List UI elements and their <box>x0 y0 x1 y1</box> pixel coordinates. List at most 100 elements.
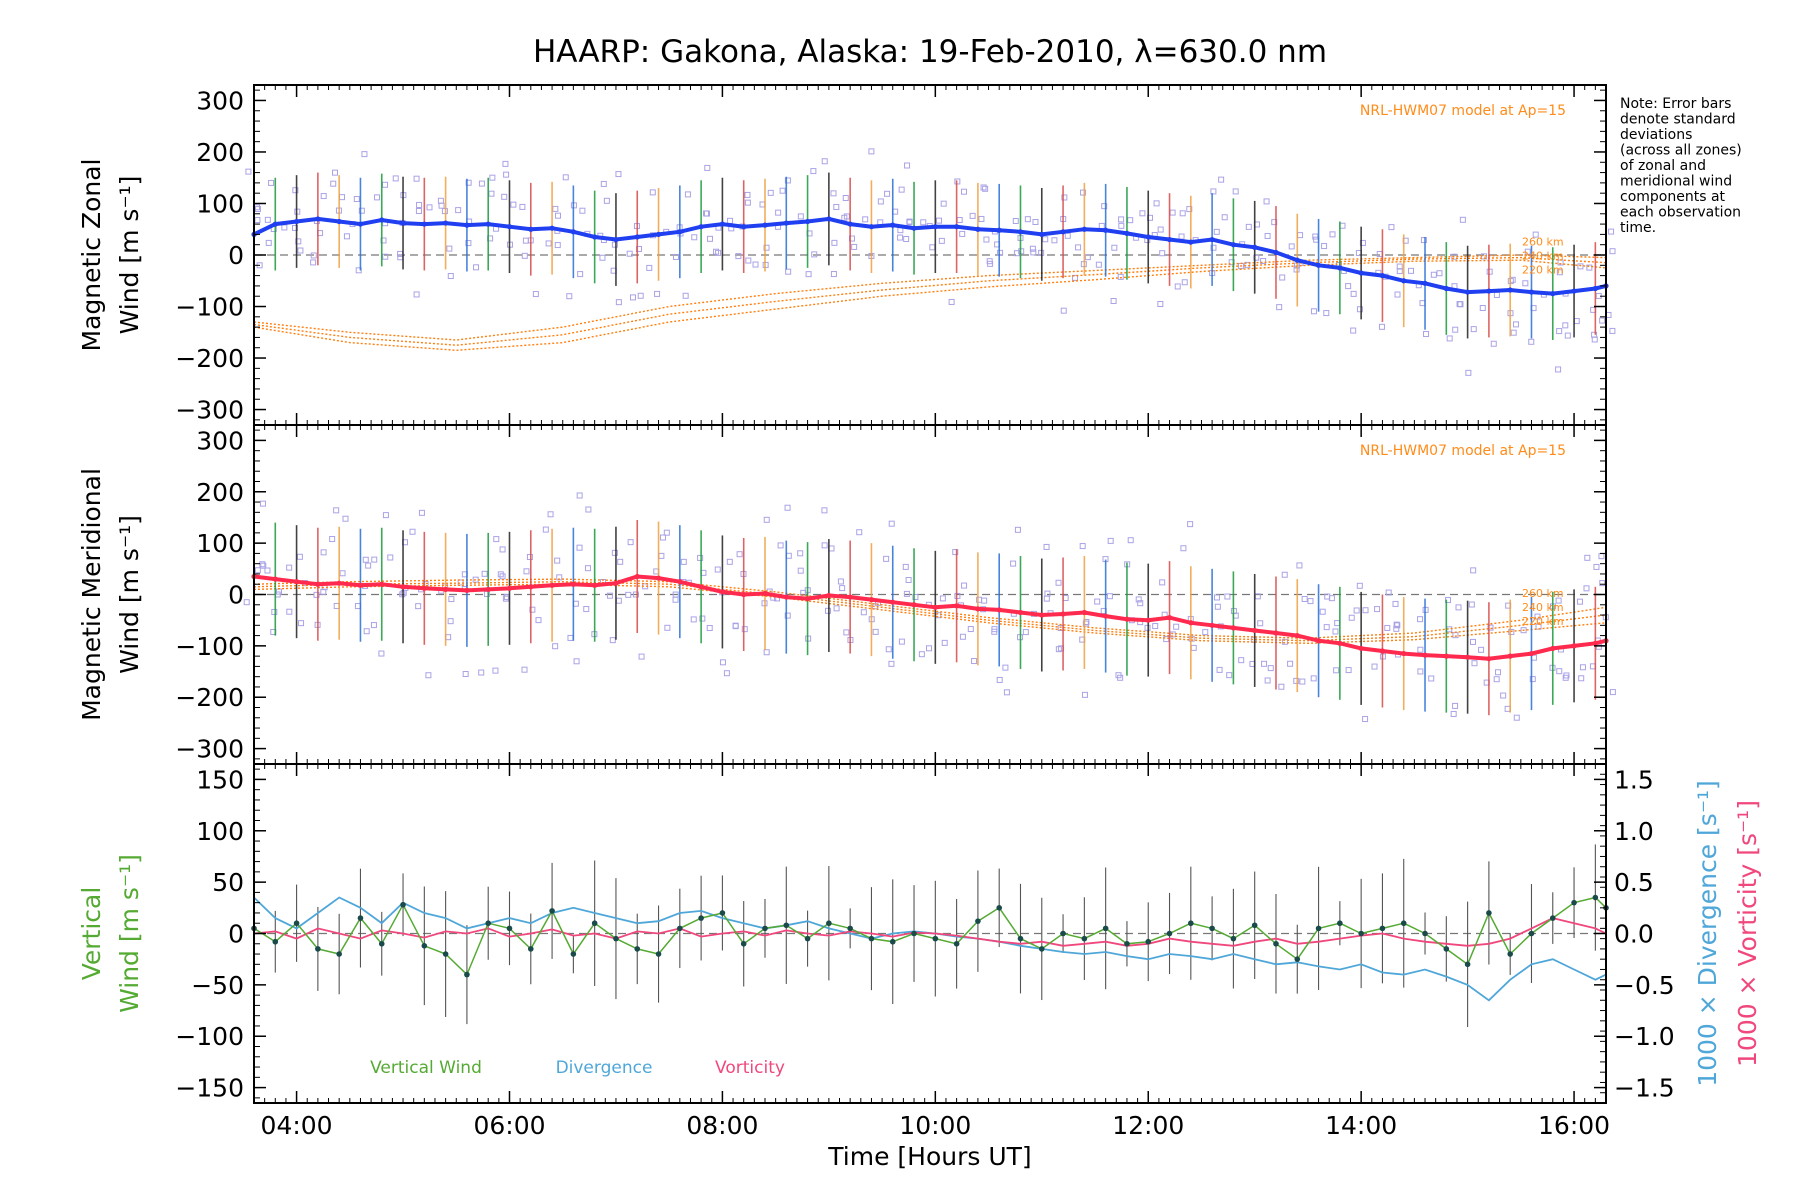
scatter-point <box>1072 274 1079 281</box>
scatter-point <box>521 666 528 673</box>
scatter-point <box>987 260 994 267</box>
vertical-wind-point <box>1528 930 1535 937</box>
scatter-point <box>805 271 812 278</box>
scatter-point <box>1127 217 1134 224</box>
mean-point <box>1315 638 1322 644</box>
y-tick-label: −100 <box>175 293 244 322</box>
plot-frame <box>253 763 1607 1104</box>
scatter-point <box>1213 594 1220 601</box>
scatter-point <box>1029 245 1036 252</box>
mean-point <box>1486 656 1492 662</box>
scatter-point <box>492 667 499 674</box>
scatter-point <box>830 190 837 197</box>
y2-tick-label: 0.0 <box>1614 920 1654 949</box>
mean-point <box>570 581 576 587</box>
scatter-point <box>1110 298 1117 305</box>
scatter-point <box>462 671 469 678</box>
mean-point <box>357 221 364 227</box>
scatter-point <box>1417 668 1424 675</box>
scatter-point <box>1396 268 1403 275</box>
scatter-point <box>1055 579 1062 586</box>
scatter-point <box>542 526 549 533</box>
note-line: time. <box>1620 220 1656 236</box>
scatter-point <box>797 567 804 574</box>
scatter-point <box>877 198 884 205</box>
mean-point <box>677 229 683 235</box>
scatter-point <box>416 201 423 208</box>
scatter-point <box>981 597 988 604</box>
scatter-point <box>1224 593 1231 600</box>
scatter-point <box>1319 608 1326 615</box>
scatter-point <box>905 577 912 584</box>
mean-point <box>613 580 619 586</box>
vertical-wind-point <box>1549 915 1556 921</box>
scatter-point <box>333 507 340 514</box>
mean-point <box>741 591 747 598</box>
mean-point <box>1443 285 1449 292</box>
scatter-point <box>1263 198 1270 205</box>
y-tick-label: −50 <box>191 971 244 1000</box>
scatter-point <box>1470 326 1477 333</box>
altitude-label: 220 km <box>1522 264 1564 277</box>
scatter-point <box>265 239 272 246</box>
scatter-point <box>902 563 909 570</box>
mean-point <box>1145 617 1151 623</box>
scatter-point <box>833 203 840 210</box>
scatter-point <box>1520 627 1527 634</box>
scatter-point <box>1609 327 1616 334</box>
mean-point <box>1571 643 1577 649</box>
scatter-point <box>1394 291 1401 298</box>
mean-point <box>379 217 385 223</box>
scatter-point <box>825 607 832 614</box>
scatter-point <box>1190 644 1197 651</box>
y-tick-label: 200 <box>196 478 244 507</box>
scatter-point <box>576 492 583 499</box>
mean-point <box>1209 236 1215 243</box>
scatter-point <box>1012 217 1019 224</box>
scatter-point <box>353 196 360 203</box>
vertical-wind-point <box>1188 920 1194 927</box>
y-tick-label: 0 <box>228 920 244 949</box>
scatter-point <box>547 511 554 518</box>
scatter-point <box>1599 580 1606 587</box>
scatter-point <box>502 160 509 167</box>
scatter-point <box>320 193 327 200</box>
scatter-point <box>691 234 698 241</box>
scatter-point <box>1042 236 1049 243</box>
model-curve <box>253 259 1607 352</box>
y2-tick-label: −0.5 <box>1614 971 1675 1000</box>
scatter-point <box>637 292 644 299</box>
scatter-point <box>361 151 368 158</box>
mean-point <box>826 592 832 599</box>
scatter-point <box>1450 710 1457 717</box>
x-axis: 04:00 06:00 08:00 10:00 12:00 14:00 16:00 <box>261 1111 1611 1140</box>
mean-point <box>1358 645 1364 652</box>
scatter-point <box>1504 705 1511 712</box>
scatter-point <box>1392 600 1399 607</box>
scatter-point <box>1385 589 1392 596</box>
scatter-point <box>1226 672 1233 679</box>
scatter-point <box>1293 677 1300 684</box>
vertical-wind-point <box>1294 956 1301 962</box>
scatter-point <box>1153 200 1160 207</box>
scatter-point <box>579 207 586 214</box>
scatter-point <box>1564 332 1571 339</box>
scatter-point <box>392 175 399 182</box>
scatter-point <box>703 210 710 217</box>
scatter-point <box>626 250 633 257</box>
scatter-point <box>1528 338 1535 345</box>
mean-point <box>1486 288 1492 294</box>
mean-point <box>272 221 278 227</box>
vertical-wind-point <box>1060 930 1066 937</box>
scatter-point <box>672 591 679 598</box>
scatter-point <box>1598 553 1605 560</box>
y-axis-label: Wind [m s⁻¹] <box>115 176 144 335</box>
vertical-wind-point <box>1209 925 1215 932</box>
mean-point <box>804 218 811 225</box>
scatter-point <box>1101 203 1108 210</box>
vorticity-line <box>253 917 1607 947</box>
mean-point <box>1039 612 1045 618</box>
scatter-point <box>1468 601 1475 608</box>
y-tick-label: −150 <box>175 1074 244 1103</box>
x-tick-label: 06:00 <box>473 1111 545 1140</box>
